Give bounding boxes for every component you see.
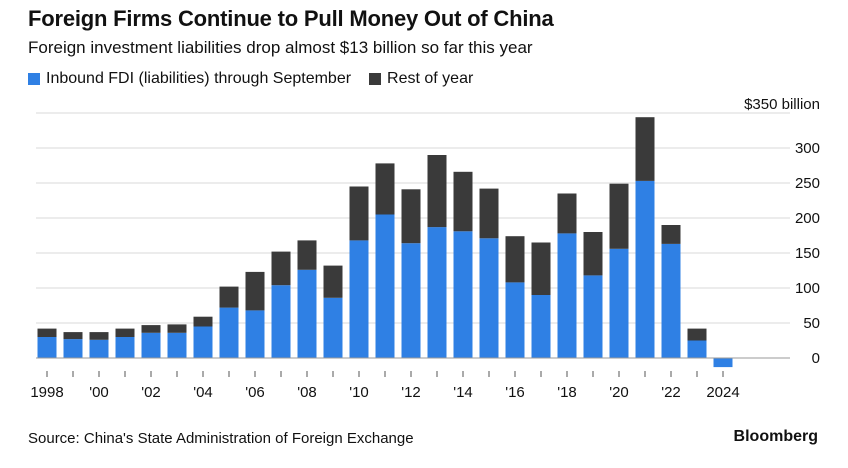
- bar-rest-of-year: [297, 240, 317, 270]
- bar-through-september: [583, 275, 603, 358]
- bar-through-september: [167, 332, 187, 358]
- bar-rest-of-year: [89, 332, 109, 340]
- bar-through-september: [63, 339, 83, 358]
- bar-through-september: [453, 231, 473, 358]
- bar-through-september: [141, 332, 161, 358]
- bar-rest-of-year: [375, 163, 395, 215]
- legend-label: Rest of year: [387, 70, 474, 87]
- x-tick-label: '06: [245, 384, 265, 401]
- bar-rest-of-year: [479, 188, 499, 239]
- x-tick-label: '16: [505, 384, 525, 401]
- bar-rest-of-year: [401, 189, 421, 244]
- y-tick-label: $350 billion: [744, 96, 820, 113]
- bar-rest-of-year: [453, 171, 473, 232]
- legend-swatch-dark: [369, 73, 382, 85]
- chart-title: Foreign Firms Continue to Pull Money Out…: [28, 6, 554, 31]
- x-tick-label: '04: [193, 384, 213, 401]
- bar-through-september: [713, 358, 733, 368]
- x-tick-label: '10: [349, 384, 369, 401]
- bar-through-september: [427, 227, 447, 358]
- bar-rest-of-year: [271, 251, 291, 286]
- source-note: Source: China's State Administration of …: [28, 430, 414, 447]
- bar-rest-of-year: [427, 155, 447, 228]
- y-tick-label: 100: [795, 280, 820, 297]
- bar-through-september: [505, 282, 525, 358]
- bar-rest-of-year: [167, 324, 187, 333]
- y-tick-label: 150: [795, 245, 820, 262]
- bar-through-september: [557, 233, 577, 358]
- bar-through-september: [323, 297, 343, 358]
- bar-through-september: [531, 295, 551, 358]
- x-tick-label: 1998: [30, 384, 63, 401]
- bar-rest-of-year: [63, 332, 83, 340]
- y-tick-label: 250: [795, 175, 820, 192]
- bar-rest-of-year: [193, 316, 213, 327]
- legend-item-through-september: Inbound FDI (liabilities) through Septem…: [28, 70, 351, 88]
- bar-through-september: [193, 326, 213, 358]
- bar-through-september: [609, 248, 629, 358]
- bar-through-september: [245, 310, 265, 358]
- bar-through-september: [375, 214, 395, 358]
- bar-through-september: [89, 339, 109, 358]
- bar-through-september: [349, 240, 369, 358]
- bar-through-september: [271, 285, 291, 358]
- bar-through-september: [115, 337, 135, 358]
- y-tick-label: 0: [812, 350, 820, 367]
- bar-through-september: [661, 243, 681, 358]
- bar-through-september: [37, 337, 57, 358]
- bar-through-september: [687, 340, 707, 358]
- bar-rest-of-year: [349, 186, 369, 241]
- bar-rest-of-year: [635, 117, 655, 181]
- x-tick-label: '08: [297, 384, 317, 401]
- bar-rest-of-year: [115, 328, 135, 337]
- bar-rest-of-year: [219, 286, 239, 308]
- x-tick-label: '18: [557, 384, 577, 401]
- bar-rest-of-year: [557, 193, 577, 234]
- y-tick-label: 200: [795, 210, 820, 227]
- x-tick-label: '20: [609, 384, 629, 401]
- bar-through-september: [401, 243, 421, 358]
- legend-swatch-blue: [28, 73, 40, 85]
- bar-rest-of-year: [37, 328, 57, 337]
- bar-rest-of-year: [583, 232, 603, 276]
- bar-through-september: [219, 307, 239, 358]
- bar-through-september: [297, 269, 317, 358]
- bar-rest-of-year: [505, 236, 525, 283]
- bar-rest-of-year: [661, 225, 681, 244]
- bar-through-september: [479, 238, 499, 358]
- x-tick-label: '14: [453, 384, 473, 401]
- x-tick-label: '12: [401, 384, 421, 401]
- y-tick-label: 300: [795, 140, 820, 157]
- bar-rest-of-year: [609, 183, 629, 249]
- x-tick-label: '02: [141, 384, 161, 401]
- bar-rest-of-year: [687, 328, 707, 341]
- x-tick-label: 2024: [706, 384, 739, 401]
- bar-rest-of-year: [323, 265, 343, 298]
- brand-logo: Bloomberg: [733, 428, 818, 445]
- bar-rest-of-year: [531, 242, 551, 295]
- x-tick-label: '22: [661, 384, 681, 401]
- bar-rest-of-year: [141, 325, 161, 333]
- bar-rest-of-year: [245, 271, 265, 311]
- bar-through-september: [635, 180, 655, 358]
- chart-legend: Inbound FDI (liabilities) through Septem…: [28, 70, 491, 88]
- y-tick-label: 50: [803, 315, 820, 332]
- x-tick-label: '00: [89, 384, 109, 401]
- chart-subtitle: Foreign investment liabilities drop almo…: [28, 38, 533, 57]
- legend-item-rest-of-year: Rest of year: [369, 70, 473, 88]
- legend-label: Inbound FDI (liabilities) through Septem…: [46, 70, 352, 87]
